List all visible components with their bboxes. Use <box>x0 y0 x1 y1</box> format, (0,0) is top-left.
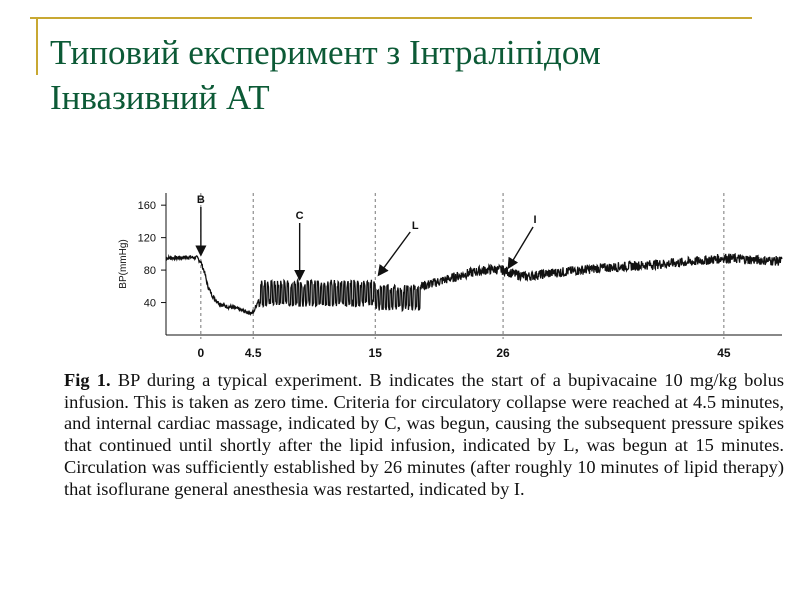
y-tick-label: 120 <box>138 233 156 245</box>
marker-label-i: I <box>534 214 537 226</box>
y-axis-label: BP(mmHg) <box>118 239 129 288</box>
x-tick-label: 45 <box>717 346 731 360</box>
y-tick-label: 80 <box>144 265 156 277</box>
title-top-rule <box>30 17 752 19</box>
marker-label-b: B <box>197 194 205 206</box>
bp-trace <box>165 252 783 317</box>
figure-caption-text: BP during a typical experiment. B indica… <box>64 370 784 499</box>
x-tick-label: 4.5 <box>245 346 262 360</box>
slide-title-line-1: Типовий експеримент з Інтраліпідом <box>50 33 601 72</box>
marker-label-c: C <box>296 210 304 222</box>
chart-gridlines <box>200 193 725 339</box>
marker-arrow-i <box>507 226 534 270</box>
bp-series-line <box>165 252 783 317</box>
bp-chart: 40 80 120 160 0 4.5 15 26 45 B C L I BP(mmHg) <box>118 193 783 360</box>
marker-label-l: L <box>412 220 419 232</box>
x-tick-label: 15 <box>369 346 383 360</box>
slide-title-line-2: Інвазивний АТ <box>50 78 270 117</box>
chart-axes: 40 80 120 160 0 4.5 15 26 45 <box>138 193 782 360</box>
y-tick-label: 160 <box>138 200 156 212</box>
x-tick-label: 0 <box>198 346 205 360</box>
title-side-rule <box>36 17 38 75</box>
marker-arrow-l <box>377 231 411 277</box>
figure-caption-label: Fig 1. <box>64 370 111 390</box>
figure-caption: Fig 1. BP during a typical experiment. B… <box>64 370 784 500</box>
slide-title: Типовий експеримент з Інтраліпідом Інваз… <box>50 30 601 120</box>
y-tick-label: 40 <box>144 298 156 310</box>
chart-markers: B C L I <box>195 194 537 281</box>
x-tick-label: 26 <box>496 346 510 360</box>
